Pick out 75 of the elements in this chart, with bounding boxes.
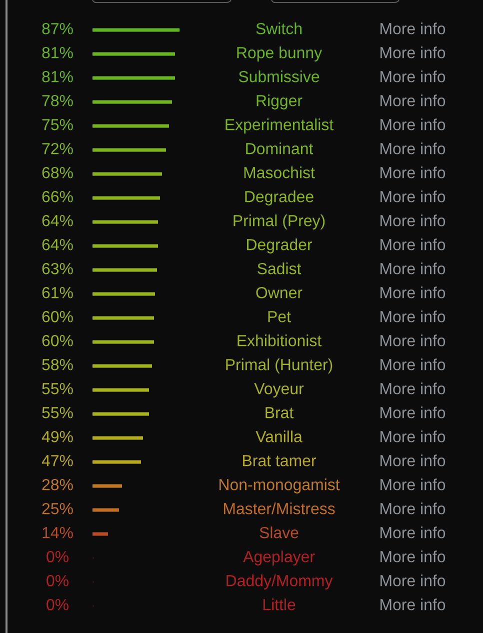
y-tick-label: Masochist	[244, 166, 315, 178]
text: More info	[380, 166, 446, 178]
y-tick-label: Primal (Prey)	[234, 214, 325, 230]
y-tick-label: Little	[263, 598, 296, 610]
y-tick-label: Sadist	[258, 262, 302, 274]
data-label: 87%	[42, 22, 73, 34]
data-label: 60%	[42, 310, 73, 322]
data-label: 78%	[42, 94, 73, 106]
y-tick-label: Slave	[260, 526, 298, 538]
data-label: 58%	[42, 358, 73, 370]
text: More info	[380, 262, 446, 274]
text: More info	[380, 598, 446, 610]
y-tick-label: Ageplayer	[243, 550, 315, 566]
data-label: 55%	[42, 407, 73, 418]
data-label: 60%	[42, 334, 73, 346]
y-tick-label: Master/Mistress	[224, 502, 335, 514]
data-label: 64%	[42, 238, 73, 250]
text: More info	[380, 334, 446, 346]
y-tick-label: Brat tamer	[243, 455, 316, 466]
text: More info	[380, 46, 446, 58]
text: More info	[380, 550, 446, 562]
text: More info	[380, 286, 446, 298]
data-label: 49%	[42, 430, 73, 442]
data-label: 55%	[42, 383, 73, 394]
y-tick-label: Exhibitionist	[238, 334, 322, 346]
text: More info	[380, 502, 446, 514]
data-label: 0%	[46, 550, 68, 562]
text: More info	[380, 478, 446, 490]
text: More info	[380, 22, 446, 34]
y-tick-label: Owner	[256, 286, 302, 298]
data-label: 63%	[42, 262, 73, 274]
text: More info	[380, 238, 446, 250]
data-label: 75%	[42, 119, 73, 130]
data-label: 61%	[42, 286, 73, 298]
data-label: 66%	[42, 190, 73, 202]
text: More info	[380, 214, 446, 226]
text: More info	[380, 526, 446, 538]
y-tick-label: Dominant	[246, 142, 314, 154]
y-tick-label: Experimentalist	[226, 118, 334, 134]
y-tick-label: Non-monogamist	[220, 478, 340, 494]
text: More info	[380, 118, 446, 130]
data-label: 68%	[42, 166, 73, 178]
data-label: 28%	[42, 478, 73, 490]
y-tick-label: Degrader	[247, 238, 312, 254]
y-tick-label: Voyeur	[254, 383, 304, 398]
text: More info	[380, 406, 446, 418]
y-tick-label: Brat	[266, 407, 294, 418]
data-label: 47%	[42, 455, 73, 466]
text: More info	[380, 310, 446, 322]
text: More info	[380, 382, 446, 394]
y-tick-label: Submissive	[238, 70, 320, 82]
text: More info	[380, 358, 446, 370]
y-tick-label: Primal (Hunter)	[226, 358, 332, 374]
data-label: 0%	[46, 574, 68, 586]
data-label: 81%	[42, 46, 73, 58]
y-tick-label: Rigger	[256, 94, 302, 110]
y-tick-label: Vanilla	[256, 430, 302, 442]
data-label: 72%	[42, 142, 73, 154]
y-tick-label: Pet	[268, 311, 291, 322]
text: More info	[380, 430, 446, 442]
data-label: 64%	[42, 214, 73, 226]
data-label: 25%	[42, 502, 73, 514]
text: More info	[380, 142, 446, 154]
y-tick-label: Degradee	[245, 190, 314, 206]
data-label: 14%	[42, 527, 73, 538]
text: More info	[380, 574, 446, 586]
y-tick-label: Switch	[256, 22, 302, 34]
y-tick-label: Rope bunny	[237, 46, 322, 62]
y-tick-label: Daddy/Mommy	[226, 574, 333, 590]
text: More info	[380, 94, 446, 106]
text: More info	[380, 190, 446, 202]
data-label: 81%	[42, 70, 73, 82]
text: More info	[380, 454, 446, 466]
text: More info	[380, 70, 446, 82]
data-label: 0%	[46, 598, 68, 610]
